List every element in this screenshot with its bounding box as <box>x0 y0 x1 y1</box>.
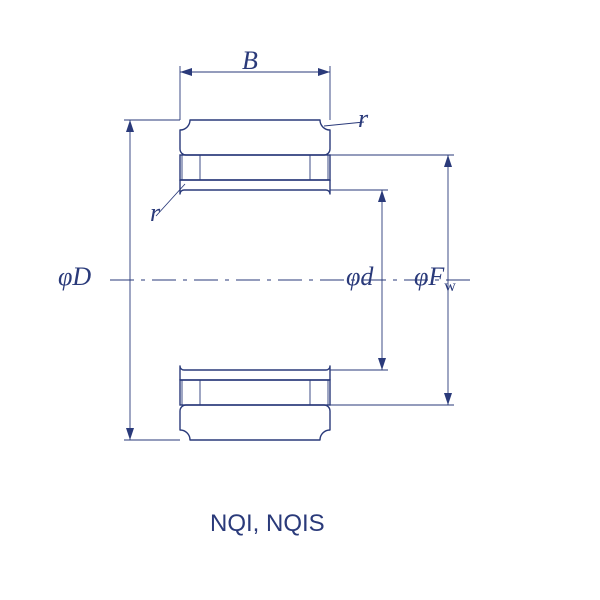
phi-symbol: φ <box>58 262 72 291</box>
phi-symbol: φ <box>346 262 360 291</box>
radius-label-upper: r <box>358 104 368 134</box>
dim-fw-label: φFw <box>414 262 456 296</box>
phi-symbol: φ <box>414 262 428 291</box>
caption: NQI, NQIS <box>210 510 325 538</box>
dim-d-outer-label: φD <box>58 262 91 292</box>
dim-b-label: B <box>242 46 258 76</box>
radius-label-lower: r <box>150 198 160 228</box>
dim-d-inner-label: φd <box>346 262 373 292</box>
